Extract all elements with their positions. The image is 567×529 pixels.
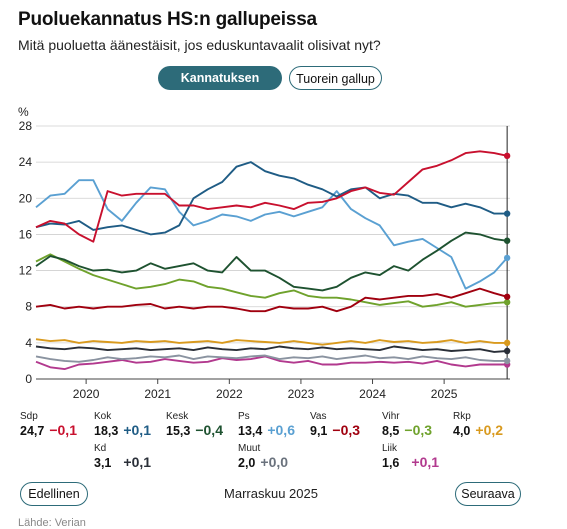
legend-change: +0,0	[260, 454, 289, 470]
legend-kesk: Kesk 15,3 −0,4	[166, 411, 223, 438]
legend-name: Vas	[310, 411, 327, 422]
y-tick-label: 24	[19, 155, 33, 169]
next-button[interactable]: Seuraava	[455, 482, 521, 506]
series-end-point-ps	[503, 254, 511, 262]
source-note: Lähde: Verian	[18, 517, 86, 529]
legend-vihr: Vihr 8,5 −0,3	[382, 411, 432, 438]
series-line-sdp	[35, 150, 508, 243]
legend-change: −0,4	[195, 422, 223, 438]
legend-name: Muut	[238, 443, 261, 454]
series-line-liik	[35, 355, 508, 371]
x-tick-label: 2024	[359, 387, 386, 400]
legend-value: 2,0	[238, 456, 256, 470]
legend-change: +0,6	[267, 422, 295, 438]
series-line-rkp	[35, 338, 508, 346]
series-end-point-vihr	[503, 298, 511, 306]
legend-value: 3,1	[94, 456, 112, 470]
y-axis-label: %	[18, 105, 29, 119]
x-tick-label: 2022	[216, 387, 243, 400]
y-tick-label: 28	[19, 119, 33, 133]
y-tick-label: 0	[25, 372, 32, 386]
legend-value: 1,6	[382, 456, 400, 470]
legend-name: Sdp	[20, 411, 38, 422]
legend-name: Rkp	[453, 411, 471, 422]
legend-change: −0,3	[404, 422, 433, 438]
legend-value: 4,0	[453, 424, 471, 438]
legend-value: 9,1	[310, 424, 328, 438]
series-end-point-kok	[503, 210, 511, 217]
series-line-kok	[35, 161, 508, 236]
y-tick-label: 20	[19, 191, 33, 205]
legend-vas: Vas 9,1 −0,3	[310, 411, 360, 438]
legend-change: +0,1	[123, 454, 152, 470]
legend-rkp: Rkp 4,0 +0,2	[453, 411, 503, 438]
y-tick-label: 4	[25, 336, 32, 350]
chart-subtitle: Mitä puoluetta äänestäisit, jos eduskunt…	[18, 37, 381, 53]
legend-name: Kd	[94, 443, 107, 454]
legend-value: 8,5	[382, 424, 400, 438]
legend-name: Liik	[382, 443, 398, 454]
series-end-point-rkp	[503, 339, 511, 347]
y-tick-label: 16	[19, 227, 33, 241]
series-line-kesk	[35, 231, 508, 292]
y-tick-label: 12	[19, 264, 33, 278]
legend-value: 24,7	[20, 424, 45, 438]
legend-change: +0,1	[411, 454, 440, 470]
legend-value: 18,3	[94, 424, 119, 438]
legend-value: 15,3	[166, 424, 191, 438]
legend-change: +0,2	[475, 422, 504, 438]
legend-name: Vihr	[382, 411, 400, 422]
current-month-label: Marraskuu 2025	[224, 486, 318, 501]
series-end-point-sdp	[503, 152, 511, 160]
series-end-point-kesk	[503, 237, 511, 244]
x-tick-label: 2023	[288, 387, 315, 400]
series-end-point-vas	[503, 293, 511, 300]
series-line-ps	[35, 179, 508, 290]
tab-tuorein-gallup[interactable]: Tuorein gallup	[289, 66, 382, 90]
legend-value: 13,4	[238, 424, 263, 438]
legend-ps: Ps 13,4 +0,6	[238, 411, 295, 438]
legend-change: −0,1	[49, 422, 77, 438]
previous-button[interactable]: Edellinen	[20, 482, 88, 506]
x-tick-label: 2020	[73, 387, 100, 400]
series-line-kd	[35, 345, 508, 353]
legend-name: Ps	[238, 411, 250, 422]
legend-kok: Kok 18,3 +0,1	[94, 411, 151, 438]
legend-change: −0,3	[332, 422, 361, 438]
series-line-vas	[35, 287, 508, 313]
tab-kannatuksen-kehitys[interactable]: Kannatuksen kehitys	[158, 66, 282, 109]
chart-title: Puoluekannatus HS:n gallupeissa	[18, 9, 317, 30]
x-tick-label: 2021	[144, 387, 171, 400]
x-tick-label: 2025	[431, 387, 458, 400]
series-line-vihr	[35, 253, 508, 308]
y-tick-label: 8	[25, 300, 32, 314]
legend-name: Kesk	[166, 411, 189, 422]
series-line-muut	[35, 354, 508, 363]
legend-change: +0,1	[123, 422, 151, 438]
series-end-point-muut	[503, 357, 511, 365]
legend-sdp: Sdp 24,7 −0,1	[20, 411, 77, 438]
legend-liik: Liik 1,6 +0,1	[382, 443, 439, 470]
legend-muut: Muut 2,0 +0,0	[238, 443, 288, 470]
legend-kd: Kd 3,1 +0,1	[94, 443, 151, 470]
series-end-point-kd	[503, 347, 511, 355]
legend-name: Kok	[94, 411, 112, 422]
